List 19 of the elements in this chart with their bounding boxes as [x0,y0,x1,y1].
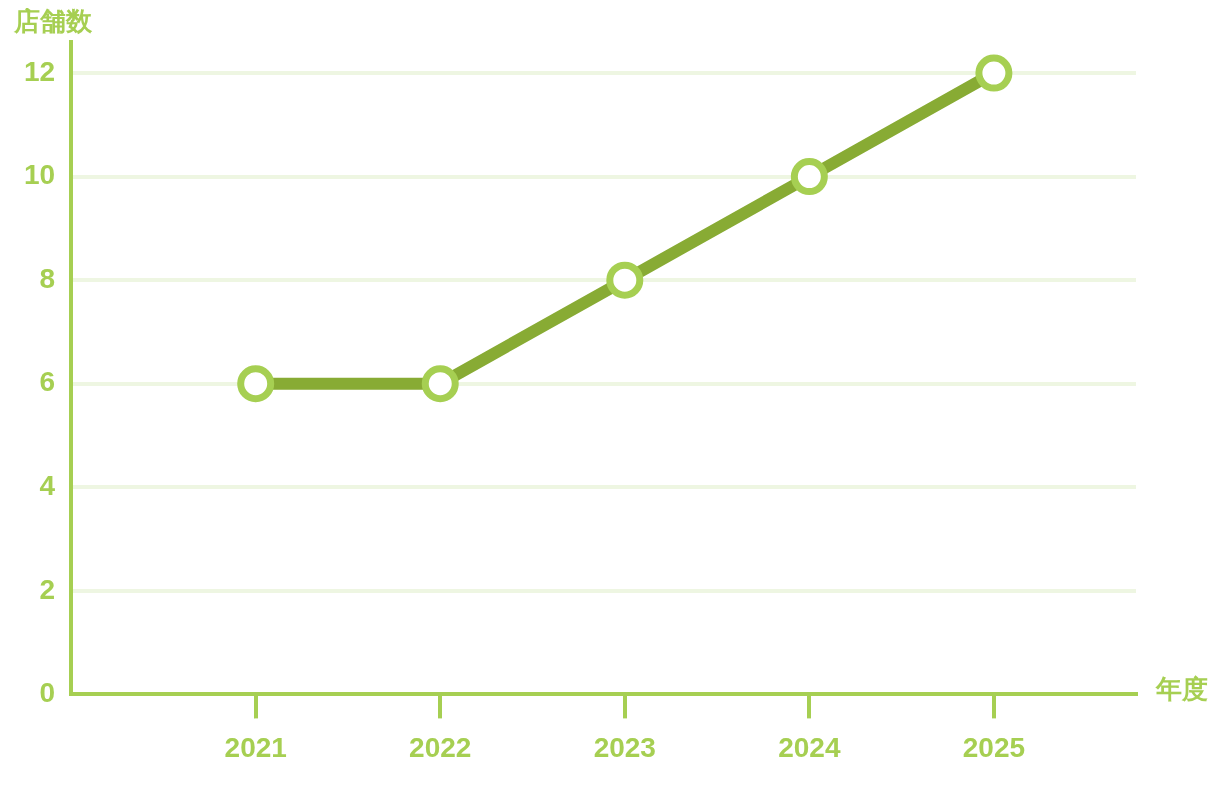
x-tick-label: 2025 [962,731,1026,763]
point [606,261,644,299]
x-tick-label: 2021 [224,731,287,763]
point [237,365,275,403]
y-tick-label: 6 [39,366,56,398]
y-tick-label: 0 [39,677,56,709]
y-tick-label: 8 [39,262,56,294]
point [421,365,459,403]
y-tick-label: 10 [23,159,56,191]
x-axis-title: 年度 [1155,673,1208,704]
x-tick-label: 2024 [778,731,841,763]
point [790,158,828,196]
y-tick-label: 2 [39,573,56,605]
y-tick-label: 12 [23,55,56,87]
y-axis-title: 店舗数 [13,6,93,37]
x-tick-label: 2022 [409,731,472,763]
point [975,54,1013,92]
y-tick-label: 4 [39,470,56,502]
x-tick-label: 2023 [593,731,656,763]
